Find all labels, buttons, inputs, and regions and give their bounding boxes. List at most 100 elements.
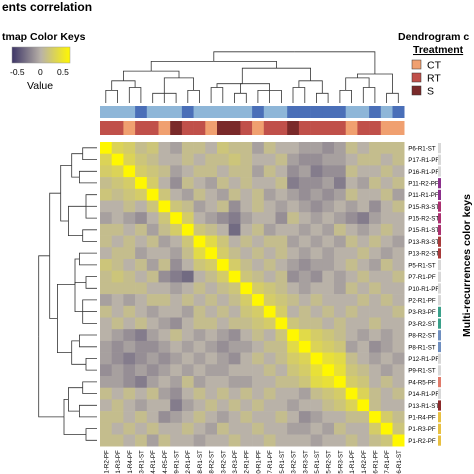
heatmap-cell <box>322 376 335 388</box>
heatmap-cell <box>158 422 171 435</box>
dendrogram-branch <box>79 170 97 178</box>
heatmap-cell <box>252 340 265 353</box>
heatmap-cell <box>158 270 171 283</box>
row-group-key <box>438 423 441 434</box>
heatmap-cell <box>217 165 229 178</box>
row-group-key <box>438 353 441 364</box>
heatmap-cell <box>357 177 370 190</box>
column-group-bar <box>170 106 183 118</box>
heatmap-cell <box>158 376 171 388</box>
heatmap-cell <box>111 235 124 248</box>
heatmap-cell <box>380 188 393 201</box>
column-treatment-bar <box>111 121 124 135</box>
heatmap-cell <box>345 142 358 154</box>
column-treatment-bar <box>217 121 229 135</box>
heatmap-cell <box>205 340 218 353</box>
heatmap-cell <box>380 317 393 330</box>
heatmap-cell <box>100 188 112 201</box>
heatmap-cell <box>181 200 194 213</box>
heatmap-cell <box>228 153 241 166</box>
heatmap-cell <box>240 153 253 166</box>
heatmap-cell <box>380 305 393 318</box>
heatmap-cell <box>193 329 206 342</box>
column-label: P8-R1-ST <box>197 450 204 474</box>
dendrogram-branch <box>79 177 97 184</box>
heatmap-cell <box>146 223 159 236</box>
column-group-bar <box>322 106 335 118</box>
heatmap-cell <box>146 399 159 412</box>
heatmap-cell <box>135 352 148 365</box>
heatmap-cell <box>217 376 229 388</box>
column-treatment-bar <box>322 121 335 135</box>
heatmap-cell <box>123 177 136 190</box>
heatmap-cell <box>240 317 253 330</box>
dendrogram-branch <box>79 334 97 341</box>
column-label: P13-R1-ST <box>138 450 145 474</box>
dendrogram-branch <box>85 358 97 365</box>
heatmap-cell <box>170 305 183 318</box>
chart-title: ents correlation <box>2 0 92 14</box>
column-group-bar <box>111 106 124 118</box>
heatmap-cell <box>334 434 346 447</box>
heatmap-cell <box>193 200 206 213</box>
heatmap-cell <box>205 223 218 236</box>
heatmap-cell <box>217 352 229 365</box>
heatmap-cell <box>380 294 393 307</box>
heatmap-cell <box>357 200 370 213</box>
heatmap-cell <box>275 340 288 353</box>
heatmap-cell <box>111 294 124 307</box>
heatmap-cell <box>252 399 265 412</box>
heatmap-cell <box>146 376 159 388</box>
heatmap-cell <box>228 305 241 318</box>
heatmap-cell <box>158 387 171 400</box>
heatmap-cell <box>275 247 288 260</box>
row-label: P1-R4-PF <box>408 414 436 421</box>
dendrogram-branch <box>38 336 64 418</box>
heatmap-cell <box>369 411 382 424</box>
heatmap-cell <box>380 259 393 271</box>
heatmap-cell <box>252 434 265 447</box>
heatmap-cell <box>135 387 148 400</box>
heatmap-cell <box>322 223 335 236</box>
dendrogram-branch <box>68 205 86 221</box>
heatmap-cell <box>252 376 265 388</box>
column-treatment-bar <box>135 121 148 135</box>
column-label: P8-R2-ST <box>209 450 216 474</box>
heatmap-cell <box>334 153 346 166</box>
column-label: P16-R1-PF <box>372 450 379 474</box>
heatmap-cell <box>334 212 346 225</box>
heatmap-cell <box>263 294 276 307</box>
heatmap-cell <box>369 212 382 225</box>
heatmap-cell <box>170 340 183 353</box>
heatmap-cell <box>217 399 229 412</box>
heatmap-cell <box>310 165 323 178</box>
heatmap-cell <box>298 340 311 353</box>
column-treatment-bar <box>345 121 358 135</box>
heatmap-cell <box>170 387 183 400</box>
heatmap-cell <box>392 235 405 248</box>
heatmap-cell <box>252 270 265 283</box>
heatmap-cell <box>263 340 276 353</box>
heatmap-cell <box>345 305 358 318</box>
heatmap-cell <box>217 340 229 353</box>
heatmap-cell <box>252 329 265 342</box>
heatmap-cell <box>357 153 370 166</box>
heatmap-cell <box>181 142 194 154</box>
dendrogram-branch <box>68 387 83 400</box>
heatmap-cell <box>298 177 311 190</box>
heatmap-cell <box>310 317 323 330</box>
row-label: P13-R3-ST <box>408 239 439 246</box>
heatmap-cell <box>310 329 323 342</box>
dendrogram-branch <box>57 284 75 319</box>
heatmap-cell <box>310 282 323 295</box>
heatmap-cell <box>123 294 136 307</box>
heatmap-cell <box>158 399 171 412</box>
heatmap-cell <box>100 376 112 388</box>
heatmap-cell <box>334 270 346 283</box>
heatmap-cell <box>123 329 136 342</box>
heatmap-cell <box>287 212 300 225</box>
dendrogram-branch <box>298 87 306 103</box>
heatmap-cell <box>392 364 405 377</box>
heatmap-cell <box>205 317 218 330</box>
